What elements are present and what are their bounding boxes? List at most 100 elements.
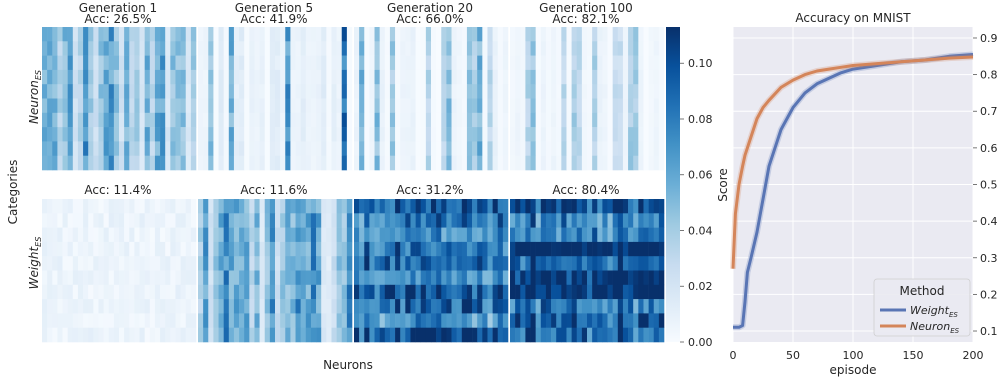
heatmap-cell xyxy=(275,27,281,42)
heatmap-cell xyxy=(431,327,437,343)
heatmap-cell xyxy=(108,213,115,228)
heatmap-cell xyxy=(420,98,427,114)
heatmap-cell xyxy=(57,241,63,257)
legend-label-weight: WeightES xyxy=(910,304,958,319)
heatmap-cell xyxy=(249,284,255,300)
heatmap-cell xyxy=(477,141,483,156)
heatmap-cell xyxy=(617,313,624,328)
heatmap-cell xyxy=(405,98,411,114)
heatmap-cell xyxy=(93,127,99,142)
heatmap-cell xyxy=(160,313,166,328)
heatmap-cell xyxy=(466,299,473,314)
heatmap-cell xyxy=(653,112,660,128)
heatmap-cell xyxy=(108,270,115,286)
heatmap-cell xyxy=(487,241,493,257)
heatmap-cell xyxy=(254,141,260,156)
heatmap-cell xyxy=(316,55,322,71)
heatmap-cell xyxy=(124,27,130,42)
heatmap-cell xyxy=(405,227,411,243)
heatmap-cell xyxy=(515,270,521,286)
heatmap-cell xyxy=(405,327,411,343)
heatmap-cell xyxy=(295,327,301,343)
heatmap-cell xyxy=(160,241,166,257)
heatmap-cell xyxy=(259,313,266,328)
heatmap-cell xyxy=(275,227,281,243)
heatmap-cell xyxy=(326,299,332,314)
heatmap-cell xyxy=(602,241,608,257)
heatmap-cell xyxy=(415,141,422,156)
heatmap-cell xyxy=(223,299,230,314)
heatmap-cell xyxy=(592,55,598,71)
heatmap-cell xyxy=(254,327,260,343)
heatmap-cell xyxy=(384,155,391,171)
heatmap-cell xyxy=(415,299,422,314)
heatmap-cell xyxy=(203,241,209,257)
heatmap-cell xyxy=(431,127,437,142)
heatmap-cell xyxy=(203,155,209,171)
heatmap-cell xyxy=(154,98,161,114)
heatmap-cell xyxy=(285,313,291,328)
heatmap-cell xyxy=(259,84,266,99)
heatmap-cell xyxy=(369,327,375,343)
heatmap-cell xyxy=(466,41,473,56)
heatmap-cell xyxy=(556,127,562,142)
heatmap-cell xyxy=(72,327,79,343)
heatmap-cell xyxy=(617,299,624,314)
heatmap-cell xyxy=(239,199,245,214)
heatmap-cell xyxy=(198,141,204,156)
heatmap-cell xyxy=(170,284,176,300)
heatmap-cell xyxy=(259,213,266,228)
heatmap-cell xyxy=(461,284,468,300)
heatmap-cell xyxy=(326,27,332,42)
heatmap-cell xyxy=(540,327,547,343)
heatmap-cell xyxy=(316,155,322,171)
heatmap-cell xyxy=(628,313,634,328)
heatmap-cell xyxy=(208,141,214,156)
heatmap-cell xyxy=(556,112,562,128)
heatmap-cell xyxy=(185,270,192,286)
heatmap-cell xyxy=(269,69,276,85)
heatmap-cell xyxy=(612,84,619,99)
heatmap-cell xyxy=(658,55,665,71)
heatmap-cell xyxy=(134,69,140,85)
heatmap-cell xyxy=(487,256,493,271)
gen-title-1: Generation 1 xyxy=(79,1,157,15)
gen-title-2: Generation 5 xyxy=(235,1,313,15)
heatmap-cell xyxy=(502,41,509,56)
heatmap-cell xyxy=(482,270,488,286)
heatmap-cell xyxy=(566,327,572,343)
heatmap-cell xyxy=(233,155,240,171)
heatmap-cell xyxy=(223,55,230,71)
heatmap-cell xyxy=(244,112,250,128)
heatmap-cell xyxy=(389,141,396,156)
heatmap-cell xyxy=(310,55,317,71)
heatmap-cell xyxy=(364,241,370,257)
heatmap-cell xyxy=(446,155,452,171)
heatmap-cell xyxy=(400,327,406,343)
heatmap-cell xyxy=(451,84,457,99)
heatmap-cell xyxy=(113,84,120,99)
heatmap-cell xyxy=(346,284,353,300)
heatmap-cell xyxy=(510,241,516,257)
heatmap-cell xyxy=(515,55,521,71)
heatmap-cell xyxy=(180,112,187,128)
heatmap-cell xyxy=(208,256,214,271)
heatmap-cell xyxy=(52,256,58,271)
heatmap-cell xyxy=(602,98,608,114)
heatmap-cell xyxy=(213,256,219,271)
heatmap-cell xyxy=(648,127,655,142)
heatmap-cell xyxy=(185,98,192,114)
heatmap-cell xyxy=(566,141,572,156)
heatmap-cell xyxy=(275,241,281,257)
heatmap-cell xyxy=(326,69,332,85)
heatmap-cell xyxy=(617,155,624,171)
heatmap-cell xyxy=(154,313,161,328)
heatmap-cell xyxy=(300,327,307,343)
heatmap-cell xyxy=(305,241,312,257)
heatmap-cell xyxy=(213,213,219,228)
heatmap-cell xyxy=(551,299,557,314)
line-series xyxy=(730,51,974,331)
heatmap-cell xyxy=(617,112,624,128)
heatmap-cell xyxy=(113,241,120,257)
heatmap-cell xyxy=(244,127,250,142)
